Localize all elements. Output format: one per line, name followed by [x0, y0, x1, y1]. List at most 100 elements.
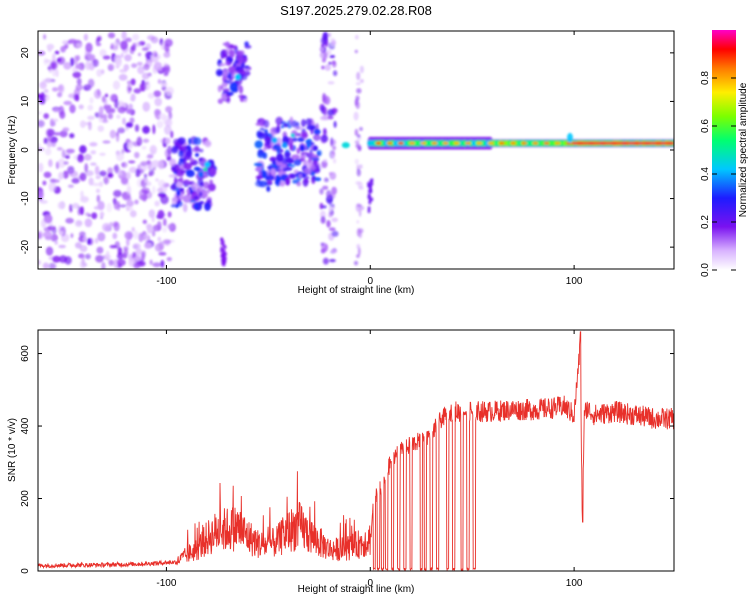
spectrogram-blob: [297, 137, 305, 143]
spectrogram-blob: [189, 157, 194, 162]
spectrogram-blob: [130, 93, 136, 102]
spectrogram-blob: [84, 218, 93, 228]
spectrogram-blob: [331, 186, 338, 195]
spectrogram-blob: [276, 153, 284, 162]
spectrogram-blob: [271, 137, 278, 144]
spectrogram-blob: [198, 191, 203, 197]
spectrogram-blob: [151, 160, 161, 168]
spectrogram-blob: [43, 214, 53, 224]
spectrogram-blob: [79, 245, 88, 253]
spectrogram-blob: [285, 177, 291, 186]
spectrogram-blob: [98, 181, 104, 187]
spectrogram-blob: [238, 94, 246, 99]
spectrogram-blob: [76, 43, 83, 48]
spectrogram-blob: [154, 97, 163, 107]
snr-y-tick-label: 400: [20, 417, 31, 434]
spectrogram-blob: [133, 262, 141, 269]
spectrogram-blob: [58, 244, 66, 249]
spectrogram-blob: [370, 181, 374, 186]
spectrogram-blob: [162, 239, 172, 245]
spectrogram-blob: [117, 263, 123, 269]
spectrogram-blob: [150, 36, 159, 44]
spectrogram-blob: [322, 127, 327, 135]
spectrogram-blob: [465, 141, 472, 145]
spectrogram-blob: [125, 122, 134, 128]
spectrogram-blob: [58, 171, 64, 180]
spectrogram-blob: [191, 182, 199, 192]
spectrogram-blob: [48, 262, 57, 269]
spectrogram-blob: [42, 262, 50, 269]
spectrogram-blob: [107, 172, 114, 178]
spectrogram-blob: [142, 138, 150, 143]
spectrogram-blob: [326, 219, 331, 228]
spectrogram-blob: [355, 181, 361, 185]
spectrogram-blob: [284, 151, 291, 158]
spectrogram-blob: [265, 136, 271, 146]
spectrogram-blob: [358, 228, 364, 234]
spectrogram-blob: [182, 145, 187, 151]
spectrogram-blob: [116, 151, 125, 162]
spectrogram-blob: [319, 46, 324, 52]
spectrogram-blob: [147, 173, 153, 177]
spectrogram-blob: [64, 154, 70, 159]
spectrogram-blob: [356, 168, 361, 177]
spectrogram-y-tick-label: 10: [20, 95, 31, 107]
snr-y-tick-label: 600: [20, 345, 31, 362]
spectrogram-blob: [321, 160, 328, 169]
spectrogram-blob: [193, 195, 199, 200]
spectrogram-blob: [38, 111, 43, 115]
spectrogram-blob: [185, 150, 192, 158]
spectrogram-blob: [78, 104, 84, 110]
spectrogram-blob: [167, 145, 172, 156]
spectrogram-blob: [171, 145, 178, 153]
spectrogram-blob: [233, 45, 238, 50]
spectrogram-blob: [126, 200, 134, 207]
spectrogram-blob: [39, 199, 48, 204]
spectrogram-blob: [263, 146, 267, 151]
spectrogram-blob: [199, 185, 203, 191]
spectrogram-blob: [358, 164, 363, 169]
spectrogram-x-ticks: -100 0 100: [156, 31, 583, 287]
spectrogram-blob: [487, 141, 494, 145]
spectrogram-blob: [69, 133, 75, 139]
spectrogram-blob: [54, 50, 60, 55]
spectrogram-blob: [281, 142, 288, 149]
spectrogram-blob: [109, 93, 117, 102]
spectrogram-blob: [292, 137, 298, 142]
spectrogram-blob: [77, 154, 84, 163]
spectrogram-blob: [102, 140, 111, 144]
spectrogram-blob: [279, 180, 286, 187]
spectrogram-blob: [65, 148, 75, 154]
spectrogram-blob: [141, 72, 150, 80]
spectrogram-blob: [76, 77, 82, 86]
spectrogram-blob: [138, 232, 144, 243]
spectrogram-blob: [310, 164, 316, 171]
spectrogram-blob: [142, 125, 150, 134]
spectrogram-blob: [270, 168, 276, 176]
spectrogram-y-tick-label: -20: [20, 239, 31, 254]
spectrogram-blob: [43, 171, 52, 179]
spectrogram-blob: [99, 152, 106, 156]
spectrogram-blob: [156, 120, 164, 129]
spectrogram-blob: [322, 257, 329, 265]
spectrogram-blob: [224, 41, 231, 49]
spectrogram-blob: [397, 141, 404, 145]
spectrogram-blob: [44, 148, 52, 156]
spectrogram-blob: [354, 158, 359, 165]
spectrogram-blob: [83, 153, 92, 161]
spectrogram-blob: [120, 40, 128, 51]
spectrogram-y-tick-label: -10: [20, 191, 31, 206]
spectrogram-blob: [137, 65, 145, 75]
spectrogram-blob: [125, 237, 130, 247]
spectrogram-blob: [293, 158, 302, 166]
spectrogram-blob: [341, 142, 350, 149]
spectrogram-blob: [95, 175, 101, 180]
spectrogram-blob: [135, 248, 143, 256]
spectrogram-blob: [43, 113, 50, 119]
snr-background: [38, 330, 674, 571]
spectrogram-blob: [116, 114, 121, 119]
spectrogram-blob: [358, 186, 364, 190]
spectrogram-blob: [355, 101, 360, 110]
spectrogram-blob: [195, 152, 199, 157]
spectrogram-blob: [369, 186, 372, 191]
